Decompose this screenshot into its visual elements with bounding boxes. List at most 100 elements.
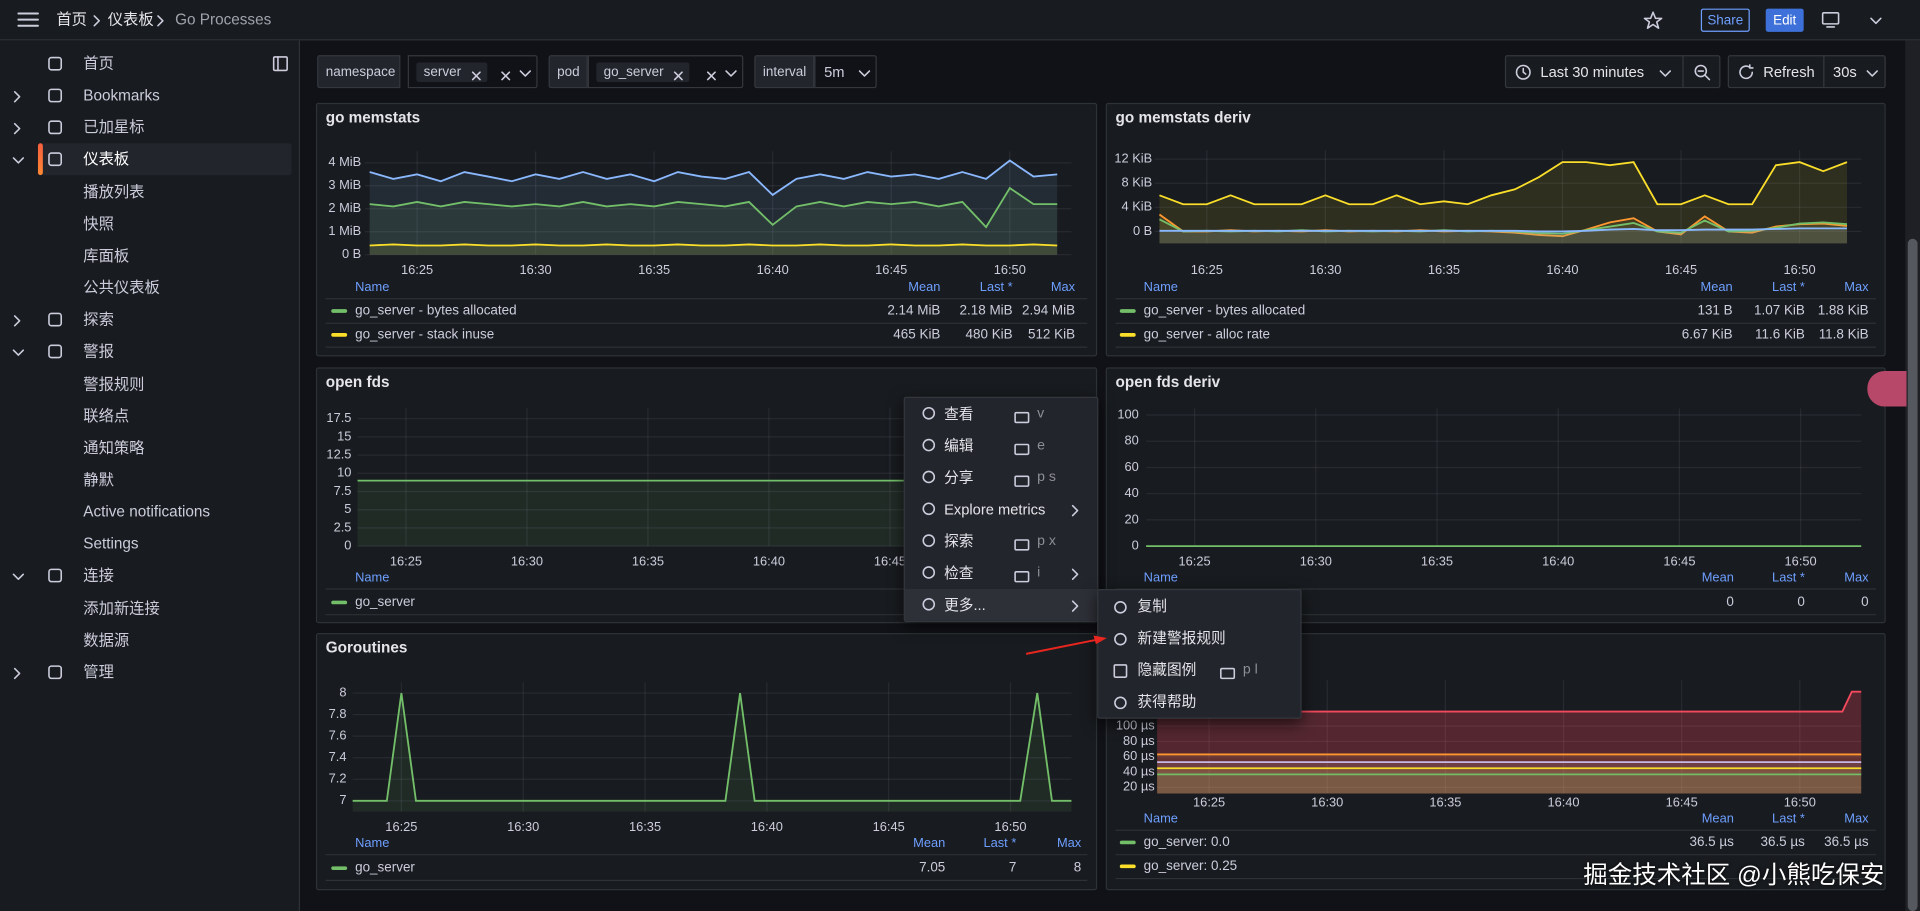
clock-icon-glyph [1515, 64, 1531, 80]
sidebar-item[interactable]: 公共仪表板 [83, 279, 160, 297]
sidebar-expand-glyph [13, 667, 21, 679]
sidebar-item[interactable]: 库面板 [83, 247, 130, 265]
menu-item[interactable]: 更多... [904, 588, 1098, 621]
sidebar-item[interactable]: 管理 [83, 663, 114, 681]
sidebar-icon [47, 567, 64, 584]
sidebar-collapse-glyph [12, 573, 25, 581]
sidebar-item[interactable]: 警报 [83, 343, 114, 361]
menu-item-icon [921, 596, 937, 612]
select-chevron [857, 65, 872, 80]
breadcrumb[interactable]: 仪表板 [107, 11, 154, 29]
clear-icon [705, 66, 717, 81]
context-menu: 查看 v 编辑 e 分享 p s Explore metrics 探索 p x 检查 i 更多... [903, 396, 1099, 623]
refresh-icon [1738, 64, 1755, 81]
select-chevron [518, 65, 533, 80]
menu-item-icon-glyph [922, 566, 936, 579]
variable-value[interactable]: 5m [824, 63, 845, 81]
variable-select[interactable]: server [407, 55, 538, 89]
sidebar-item[interactable]: 数据源 [83, 631, 130, 649]
red-arrow [1016, 624, 1114, 663]
clock-icon [1515, 64, 1532, 81]
edit-label[interactable]: Edit [1773, 12, 1797, 28]
panel-title: Goroutines [325, 639, 408, 657]
sidebar-item[interactable]: 联络点 [83, 407, 130, 425]
menu-item-label[interactable]: 检查 [944, 564, 974, 582]
sidebar-item[interactable]: 已加星标 [83, 119, 145, 137]
menu-item-label[interactable]: 探索 [944, 532, 974, 550]
share-button[interactable]: Share [1700, 8, 1750, 32]
refresh-interval[interactable]: 30s [1823, 55, 1886, 89]
breadcrumb[interactable]: 首页 [56, 11, 87, 29]
submenu-item[interactable]: 隐藏图例 p l [1098, 654, 1300, 686]
menu-item-icon-glyph [922, 470, 936, 484]
refresh-chevron-glyph [1866, 70, 1878, 77]
select-chevron-glyph [725, 70, 737, 77]
menu-item-label[interactable]: 查看 [944, 405, 974, 423]
time-range[interactable]: Last 30 minutes [1540, 63, 1645, 81]
sidebar-item[interactable]: 通知策略 [83, 439, 145, 457]
translate-button[interactable] [1867, 371, 1907, 407]
menu-item[interactable]: Explore metrics [905, 493, 1097, 525]
zoom-icon-glyph [1694, 64, 1711, 81]
sidebar-item[interactable]: Bookmarks [83, 87, 160, 105]
time-picker[interactable]: Last 30 minutes [1504, 55, 1684, 89]
sidebar-icon [47, 87, 64, 104]
menu-item-label[interactable]: 编辑 [944, 437, 974, 455]
sidebar-item[interactable]: 首页 [83, 55, 114, 73]
sidebar-item[interactable]: 静默 [83, 471, 114, 489]
share-label[interactable]: Share [1707, 13, 1744, 29]
submenu-item-label[interactable]: 隐藏图例 [1137, 661, 1197, 679]
sidebar-item[interactable]: 警报规则 [83, 375, 145, 393]
submenu-item[interactable]: 新建警报规则 [1098, 622, 1300, 654]
variable-value[interactable]: go_server [603, 64, 664, 80]
sidebar-item[interactable]: 快照 [83, 215, 114, 233]
menu-item[interactable]: 检查 i [905, 557, 1097, 589]
variable-select[interactable]: go_server [587, 55, 744, 89]
edit-button[interactable]: Edit [1765, 8, 1804, 32]
variable-value[interactable]: server [423, 64, 462, 80]
zoom-out-button[interactable] [1682, 55, 1721, 89]
sidebar-item[interactable]: Active notifications [83, 503, 211, 521]
breadcrumb-separator [91, 12, 103, 27]
submenu-item[interactable]: 获得帮助 [1098, 686, 1300, 718]
sidebar-expand [11, 120, 26, 135]
time-chevron-glyph [1659, 70, 1672, 77]
scroll-thumb[interactable] [1907, 238, 1918, 911]
variable-select[interactable]: 5m [814, 55, 877, 89]
sidebar-item[interactable]: 仪表板 [83, 151, 130, 169]
refresh-label[interactable]: Refresh [1763, 63, 1815, 81]
menu-item[interactable]: 分享 p s [905, 462, 1097, 494]
chip-remove-glyph [673, 71, 683, 81]
sidebar-item[interactable]: 添加新连接 [83, 599, 160, 617]
sidebar-active-bar [37, 143, 43, 176]
menu-item[interactable]: 编辑 e [905, 430, 1097, 462]
menu-item[interactable]: 探索 p x [905, 525, 1097, 557]
variable-chip[interactable]: server [416, 62, 488, 83]
submenu-item-icon [1113, 694, 1128, 710]
submenu-item-label[interactable]: 复制 [1137, 597, 1167, 615]
menu-item[interactable]: 查看 v [905, 398, 1097, 430]
submenu-item-label[interactable]: 新建警报规则 [1137, 629, 1226, 647]
refresh-icon-glyph [1739, 64, 1754, 80]
refresh-interval-value[interactable]: 30s [1833, 63, 1857, 81]
sidebar-icon-glyph [48, 120, 63, 135]
submenu-item[interactable]: 复制 [1098, 590, 1300, 622]
sidebar-icon [47, 343, 64, 360]
submenu-item-icon-glyph [1114, 632, 1127, 646]
sidebar-item[interactable]: Settings [83, 535, 139, 553]
refresh-button[interactable]: Refresh [1727, 55, 1825, 89]
submenu-item-shortcut: p l [1242, 662, 1258, 678]
sidebar-item[interactable]: 探索 [83, 311, 114, 329]
menu-item-label[interactable]: Explore metrics [944, 500, 1046, 518]
submenu-item-label[interactable]: 获得帮助 [1137, 693, 1197, 711]
sidebar-collapse [11, 569, 26, 584]
variable-chip[interactable]: go_server [596, 62, 690, 83]
sidebar-item[interactable]: 连接 [83, 567, 114, 585]
menu-item-label[interactable]: 分享 [944, 468, 974, 487]
menu-item-icon-glyph [922, 597, 936, 611]
scrollbar[interactable] [1905, 40, 1920, 911]
menu-item-label[interactable]: 更多... [944, 596, 986, 614]
menu-item-icon [921, 564, 937, 580]
refresh-chevron [1865, 65, 1880, 80]
sidebar-item[interactable]: 播放列表 [83, 183, 145, 201]
